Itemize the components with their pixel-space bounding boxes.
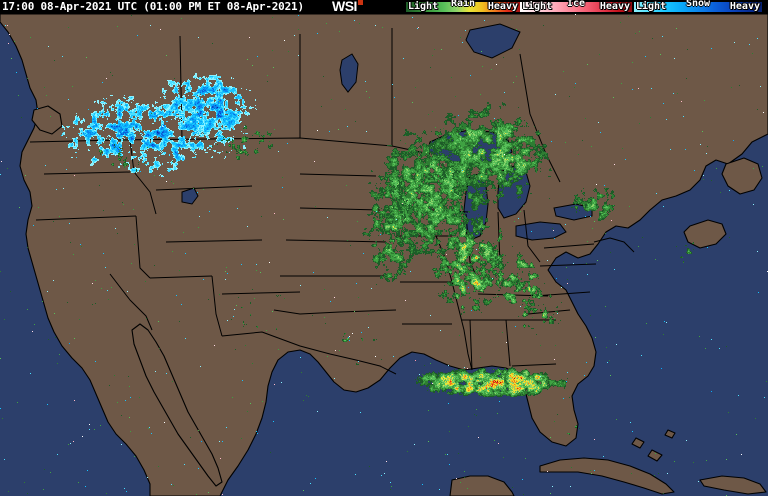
- registered-mark-icon: [357, 0, 363, 6]
- legend-group-snow: Light Heavy Snow: [634, 0, 762, 14]
- legend-heavy-label-ice: Heavy: [599, 1, 630, 12]
- legend-title-rain: Rain: [450, 0, 476, 9]
- legend-title-ice: Ice: [566, 0, 586, 9]
- legend-light-label-snow: Light: [636, 1, 667, 12]
- legend-gradient-snow: [634, 2, 762, 12]
- legend-group-ice: Light Heavy Ice: [520, 0, 632, 14]
- legend-group-rain: Light Heavy Rain: [406, 0, 520, 14]
- legend-light-label-ice: Light: [522, 1, 553, 12]
- wsi-brand-logo: WSI: [332, 0, 363, 14]
- weather-map[interactable]: [0, 14, 768, 496]
- legend-gradient-rain: [406, 2, 520, 12]
- legend-heavy-label-snow: Heavy: [729, 1, 760, 12]
- radar-echo-layer: [0, 14, 768, 496]
- wsi-wordmark: WSI: [332, 0, 357, 14]
- legend-title-snow: Snow: [685, 0, 711, 9]
- legend-heavy-label-rain: Heavy: [487, 1, 518, 12]
- legend-light-label-rain: Light: [408, 1, 439, 12]
- legend-gradient-ice: [520, 2, 632, 12]
- timestamp-label: 17:00 08-Apr-2021 UTC (01:00 PM ET 08-Ap…: [2, 0, 304, 13]
- header-bar: 17:00 08-Apr-2021 UTC (01:00 PM ET 08-Ap…: [0, 0, 768, 14]
